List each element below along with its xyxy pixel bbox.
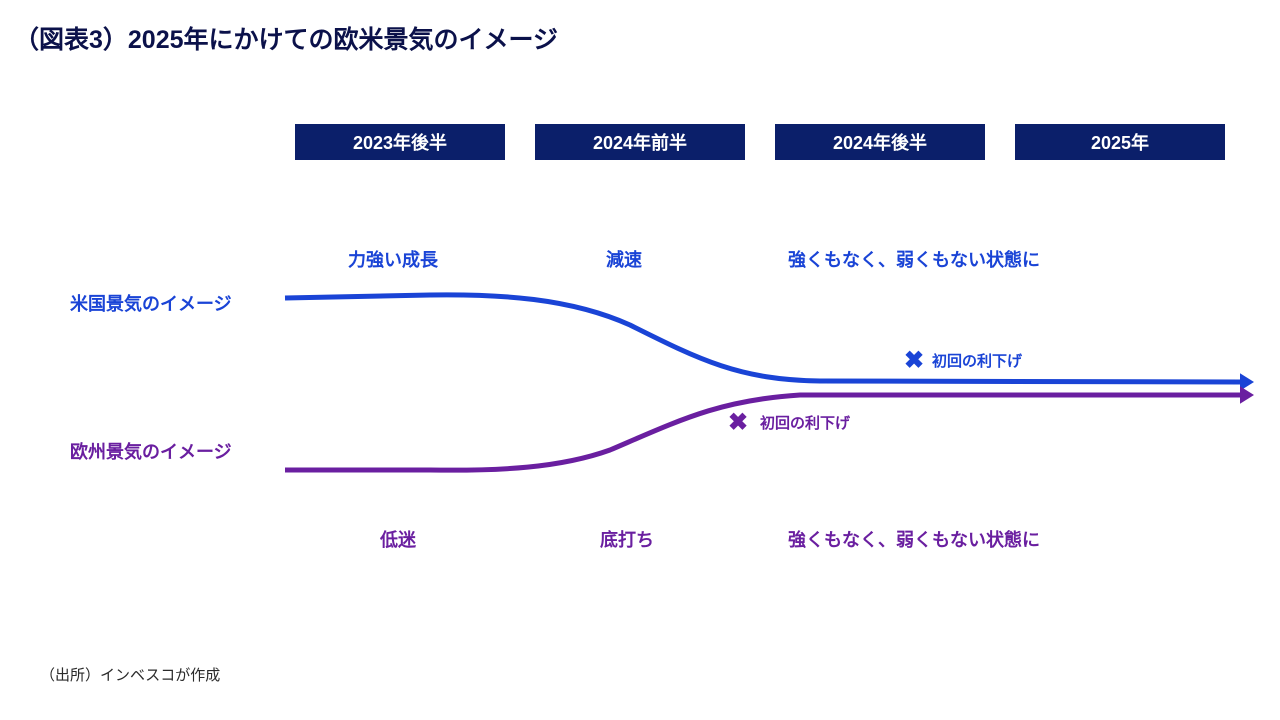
period-header-1: 2024年前半	[535, 124, 745, 160]
us-phase-1: 減速	[606, 246, 642, 272]
figure-root: （図表3）2025年にかけての欧米景気のイメージ 2023年後半 2024年前半…	[0, 0, 1280, 720]
period-header-3: 2025年	[1015, 124, 1225, 160]
us-rate-cut-label: 初回の利下げ	[932, 350, 1022, 371]
row-label-eu: 欧州景気のイメージ	[70, 438, 232, 464]
figure-source: （出所）インベスコが作成	[40, 664, 220, 685]
figure-title: （図表3）2025年にかけての欧米景気のイメージ	[14, 20, 558, 56]
us-arrow-icon	[1240, 373, 1254, 391]
us-rate-cut-x-icon: ✖	[904, 346, 924, 375]
eu-phase-1: 底打ち	[600, 526, 654, 552]
eu-arrow-icon	[1240, 386, 1254, 404]
curve-canvas	[0, 0, 1280, 720]
us-phase-2: 強くもなく、弱くもない状態に	[788, 246, 1040, 272]
row-label-us: 米国景気のイメージ	[70, 290, 232, 316]
period-header-2: 2024年後半	[775, 124, 985, 160]
eu-phase-2: 強くもなく、弱くもない状態に	[788, 526, 1040, 552]
eu-rate-cut-x-icon: ✖	[728, 408, 748, 437]
eu-phase-0: 低迷	[380, 526, 416, 552]
us-phase-0: 力強い成長	[348, 246, 438, 272]
period-header-0: 2023年後半	[295, 124, 505, 160]
eu-rate-cut-label: 初回の利下げ	[760, 412, 850, 433]
us-curve	[285, 295, 1240, 382]
